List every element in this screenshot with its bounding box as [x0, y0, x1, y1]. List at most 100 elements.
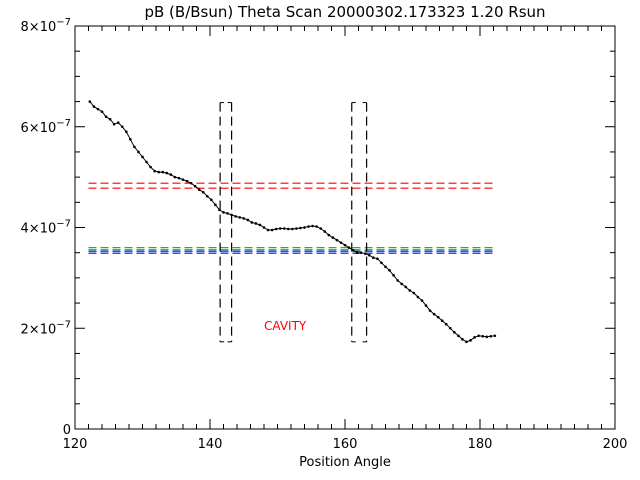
- data-point: [96, 107, 100, 111]
- data-point: [412, 291, 416, 295]
- data-point: [481, 335, 485, 338]
- data-point: [173, 175, 177, 179]
- y-tick-label: 6×10−7: [21, 118, 71, 136]
- data-point: [404, 285, 408, 289]
- data-point: [129, 138, 132, 141]
- x-tick-label: 200: [603, 437, 628, 452]
- data-point: [246, 218, 250, 222]
- data-point: [449, 326, 452, 330]
- data-point: [100, 110, 104, 113]
- y-tick-label: 2×10−7: [21, 319, 71, 337]
- data-point: [254, 222, 258, 225]
- data-point: [444, 322, 448, 326]
- data-point: [262, 226, 266, 229]
- data-point: [165, 171, 169, 175]
- data-point: [392, 274, 395, 277]
- data-point: [161, 170, 165, 174]
- data-point: [323, 230, 327, 233]
- data-point: [380, 261, 383, 265]
- data-point: [363, 252, 367, 255]
- data-point: [355, 251, 359, 254]
- data-point: [384, 265, 387, 269]
- data-point: [291, 227, 294, 231]
- data-point: [274, 227, 278, 231]
- data-point: [376, 257, 379, 261]
- data-point: [258, 223, 262, 227]
- x-tick-labels: 120 140 160 180 200: [63, 437, 628, 452]
- data-point: [185, 179, 189, 183]
- annotations: CAVITY: [264, 319, 307, 333]
- data-point: [226, 212, 229, 215]
- data-point: [440, 319, 444, 322]
- data-point: [368, 253, 371, 257]
- data-point: [177, 176, 181, 180]
- data-point: [457, 334, 460, 338]
- data-point: [311, 224, 314, 228]
- data-point: [469, 339, 472, 342]
- data-point: [303, 226, 306, 229]
- data-point: [266, 228, 270, 232]
- data-point: [149, 165, 152, 169]
- data-point: [453, 330, 456, 334]
- data-point: [331, 236, 335, 239]
- cavity-boxes: [219, 102, 368, 343]
- data-point: [343, 243, 347, 247]
- data-point: [234, 215, 237, 218]
- data-point: [428, 309, 432, 312]
- data-point: [157, 170, 160, 174]
- data-point: [465, 340, 468, 344]
- data-point: [214, 203, 217, 207]
- x-tick-label: 160: [333, 437, 358, 452]
- data-point: [299, 226, 302, 230]
- data-point: [201, 190, 205, 194]
- data-point: [477, 334, 480, 338]
- data-point: [287, 227, 290, 231]
- y-tick-label: 4×10−7: [21, 219, 71, 237]
- data-point: [493, 334, 497, 338]
- data-point: [396, 279, 399, 282]
- data-point: [295, 227, 298, 230]
- x-tick-label: 180: [468, 437, 493, 452]
- data-series: [88, 100, 497, 344]
- data-point: [242, 217, 246, 220]
- data-point: [473, 336, 476, 339]
- data-point: [432, 312, 436, 316]
- data-point: [489, 335, 493, 338]
- data-point: [400, 282, 404, 286]
- series-line: [89, 101, 495, 343]
- data-point: [197, 188, 201, 192]
- data-point: [222, 211, 225, 214]
- data-point: [238, 216, 241, 219]
- chart-title: pB (B/Bsun) Theta Scan 20000302.173323 1…: [144, 3, 545, 21]
- data-point: [278, 227, 282, 230]
- reference-lines: [88, 182, 494, 254]
- y-tick-label: 0: [63, 423, 71, 438]
- data-point: [145, 160, 148, 164]
- data-point: [206, 194, 209, 198]
- data-point: [88, 100, 92, 103]
- data-point: [335, 238, 339, 242]
- data-point: [153, 169, 156, 173]
- x-tick-label: 140: [198, 437, 223, 452]
- data-point: [270, 228, 274, 232]
- data-point: [461, 338, 464, 341]
- data-point: [315, 225, 318, 228]
- data-point: [108, 117, 112, 121]
- data-point: [230, 213, 233, 217]
- data-point: [116, 121, 120, 125]
- data-point: [169, 173, 173, 176]
- data-point: [388, 269, 391, 272]
- data-point: [92, 105, 96, 108]
- data-point: [250, 221, 254, 224]
- data-point: [137, 150, 140, 154]
- data-point: [359, 251, 363, 254]
- data-point: [133, 145, 136, 149]
- data-point: [120, 125, 124, 129]
- data-point: [218, 208, 221, 212]
- x-tick-label: 120: [63, 437, 88, 452]
- data-point: [436, 315, 440, 319]
- data-point: [372, 256, 375, 260]
- data-point: [351, 248, 355, 252]
- cavity-annotation: CAVITY: [264, 319, 307, 333]
